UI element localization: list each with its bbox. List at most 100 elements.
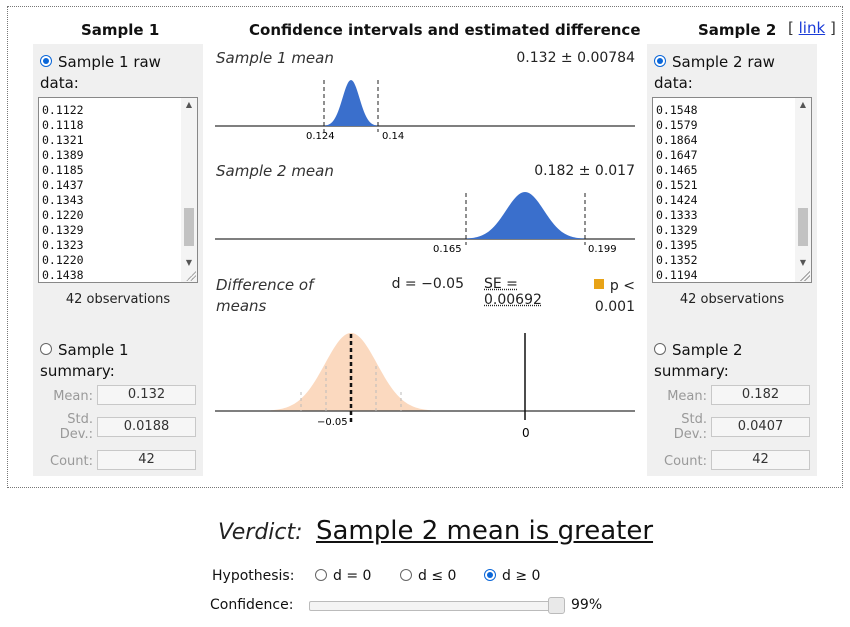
sample2-raw-radio[interactable] xyxy=(654,55,666,67)
sample2-data-lines: 0.1548 0.1579 0.1864 0.1647 0.1465 0.1521 0.14… xyxy=(656,98,796,282)
sd-label-2: Dev.: xyxy=(59,427,93,442)
data-line: 0.1118 xyxy=(42,118,84,132)
confidence-label: Confidence: xyxy=(210,597,294,613)
sample2-raw-label-2: data: xyxy=(654,74,693,92)
data-line: 0.1437 xyxy=(42,178,84,192)
sample2-title: Sample 2 xyxy=(698,21,777,39)
sample1-raw-radio[interactable] xyxy=(40,55,52,67)
hyp-ge-label: d ≥ 0 xyxy=(502,568,541,584)
data-line: 0.1333 xyxy=(656,208,698,222)
sample1-title: Sample 1 xyxy=(81,21,160,39)
scroll-down-icon[interactable]: ▼ xyxy=(799,258,807,267)
resize-grip-icon[interactable] xyxy=(800,271,810,281)
verdict-label: Verdict: xyxy=(218,520,303,545)
s1-ci-value: 0.132 ± 0.00784 xyxy=(516,50,635,66)
sample1-raw-label-2: data: xyxy=(40,74,79,92)
link-bracket-open: [ xyxy=(788,19,794,37)
hyp-eq-radio[interactable] xyxy=(315,568,327,581)
sample1-sd-input[interactable]: 0.0188 xyxy=(97,417,196,437)
sd-label: Std. Dev.: xyxy=(674,412,707,442)
hyp-le-radio[interactable] xyxy=(400,568,412,581)
data-line: 0.1352 xyxy=(656,253,698,267)
sample1-sd-row: Std. Dev.: 0.0188 xyxy=(33,410,203,442)
s1-low-tick: 0.124 xyxy=(306,131,335,142)
scroll-thumb[interactable] xyxy=(798,208,808,246)
s2-high-tick: 0.199 xyxy=(588,244,617,255)
data-line: 0.1389 xyxy=(42,148,84,162)
scroll-up-icon[interactable]: ▲ xyxy=(185,100,193,109)
sample1-summary-label-2: summary: xyxy=(40,362,115,380)
sample1-data-lines: 0.1122 0.1118 0.1321 0.1389 0.1185 0.1437 0.13… xyxy=(42,98,182,282)
sample2-summary-label: Sample 2 xyxy=(672,341,743,359)
data-line: 0.1579 xyxy=(656,118,698,132)
data-line: 0.1185 xyxy=(42,163,84,177)
sample1-data-textarea[interactable]: 0.1122 0.1118 0.1321 0.1389 0.1185 0.1437 0.13… xyxy=(38,97,198,283)
s2-density-curve xyxy=(466,192,585,239)
sample2-count-row: Count: 42 xyxy=(647,450,817,474)
link[interactable]: link xyxy=(798,19,826,37)
hyp-eq-label: d = 0 xyxy=(333,568,372,584)
sample2-sd-row: Std. Dev.: 0.0407 xyxy=(647,410,817,442)
sample1-mean-input[interactable]: 0.132 xyxy=(97,385,196,405)
link-bracket-close: ] xyxy=(829,19,836,37)
p-value: p < 0.001 xyxy=(580,276,635,318)
hyp-ge-radio[interactable] xyxy=(484,568,496,581)
data-line: 0.1864 xyxy=(656,133,698,147)
s1-density-curve xyxy=(324,80,378,126)
s2-ci-label: Sample 2 mean xyxy=(216,162,334,180)
hypothesis-option-ge[interactable]: d ≥ 0 xyxy=(484,568,540,584)
sample2-count-input[interactable]: 42 xyxy=(711,450,810,470)
p-value-2: 0.001 xyxy=(594,299,635,315)
d-value: d = −0.05 xyxy=(391,276,464,292)
confidence-slider-track[interactable] xyxy=(309,601,555,611)
sample1-count-row: Count: 42 xyxy=(33,450,203,474)
data-line: 0.1220 xyxy=(42,208,84,222)
sample2-raw-option[interactable]: Sample 2 raw data: xyxy=(654,52,775,94)
center-title: Confidence intervals and estimated diffe… xyxy=(249,21,641,39)
scroll-thumb[interactable] xyxy=(184,208,194,246)
sample2-data-textarea[interactable]: 0.1548 0.1579 0.1864 0.1647 0.1465 0.1521 0.14… xyxy=(652,97,812,283)
data-line: 0.1323 xyxy=(42,238,84,252)
scroll-down-icon[interactable]: ▼ xyxy=(185,258,193,267)
zero-tick: 0 xyxy=(522,426,530,440)
sample2-summary-radio[interactable] xyxy=(654,343,666,355)
sample1-summary-label: Sample 1 xyxy=(58,341,129,359)
diff-label-1: Difference of xyxy=(216,276,314,294)
sample1-observations: 42 observations xyxy=(65,292,171,307)
sample2-mean-input[interactable]: 0.182 xyxy=(711,385,810,405)
hyp-le-label: d ≤ 0 xyxy=(418,568,457,584)
hypothesis-option-eq[interactable]: d = 0 xyxy=(315,568,371,584)
data-line: 0.1424 xyxy=(656,193,698,207)
sample1-raw-option[interactable]: Sample 1 raw data: xyxy=(40,52,161,94)
s2-low-tick: 0.165 xyxy=(433,244,462,255)
sample1-scrollbar[interactable]: ▲ ▼ xyxy=(181,98,197,282)
mean-label: Mean: xyxy=(667,389,707,404)
sample2-raw-label: Sample 2 raw xyxy=(672,53,775,71)
sample1-raw-label: Sample 1 raw xyxy=(58,53,161,71)
count-label: Count: xyxy=(664,454,707,469)
resize-grip-icon[interactable] xyxy=(186,271,196,281)
sample1-summary-radio[interactable] xyxy=(40,343,52,355)
sample1-summary-option[interactable]: Sample 1 summary: xyxy=(40,340,129,382)
data-line: 0.1465 xyxy=(656,163,698,177)
sample2-scrollbar[interactable]: ▲ ▼ xyxy=(795,98,811,282)
hypothesis-option-le[interactable]: d ≤ 0 xyxy=(400,568,456,584)
confidence-value: 99% xyxy=(571,597,603,613)
se-value: SE = 0.00692 xyxy=(484,276,542,308)
s1-ci-label: Sample 1 mean xyxy=(216,49,334,67)
sample2-summary-option[interactable]: Sample 2 summary: xyxy=(654,340,743,382)
sample1-count-input[interactable]: 42 xyxy=(97,450,196,470)
main-frame xyxy=(7,6,843,488)
data-line: 0.1122 xyxy=(42,103,84,117)
mean-label: Mean: xyxy=(53,389,93,404)
diff-tick: −0.05 xyxy=(317,417,348,428)
sd-label-1: Std. xyxy=(681,412,707,427)
sample2-panel: Sample 2 raw data: 0.1548 0.1579 0.1864 0.1… xyxy=(647,44,817,476)
data-line: 0.1438 xyxy=(42,268,84,282)
sample2-sd-input[interactable]: 0.0407 xyxy=(711,417,810,437)
diff-label-2: means xyxy=(216,297,267,315)
confidence-slider-thumb[interactable] xyxy=(548,597,565,614)
scroll-up-icon[interactable]: ▲ xyxy=(799,100,807,109)
data-line: 0.1220 xyxy=(42,253,84,267)
